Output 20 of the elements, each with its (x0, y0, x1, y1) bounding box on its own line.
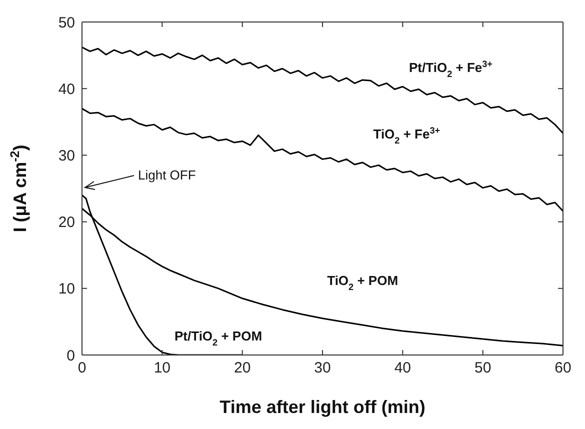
series-label: Pt/TiO$_{2}$ + POM (174, 328, 262, 348)
y-tick-label: 10 (58, 280, 75, 298)
x-axis-title: Time after light off (min) (220, 397, 426, 417)
x-tick-label: 60 (554, 360, 572, 377)
y-tick-label: 0 (66, 347, 75, 364)
text: TiO$_{2}$ + POM (327, 273, 398, 292)
x-tick-label: 50 (474, 360, 492, 377)
x-tick-label: 30 (314, 360, 331, 377)
x-tick-label: 0 (78, 360, 86, 377)
series-label: Pt/TiO$_{2}$ + Fe$^{3+}$ (409, 58, 493, 79)
line-series (82, 108, 563, 212)
series-label: TiO$_{2}$ + Fe$^{3+}$ (373, 126, 440, 146)
y-tick-label: 40 (58, 80, 75, 98)
x-tick-label: 40 (394, 360, 412, 377)
x-tick-label: 20 (234, 360, 251, 377)
x-tick-label: 10 (154, 360, 171, 377)
annotation: Light OFF (138, 168, 196, 182)
y-tick-label: 20 (58, 214, 75, 232)
y-tick-label: 30 (58, 148, 75, 165)
y-tick-label: 50 (58, 14, 75, 32)
